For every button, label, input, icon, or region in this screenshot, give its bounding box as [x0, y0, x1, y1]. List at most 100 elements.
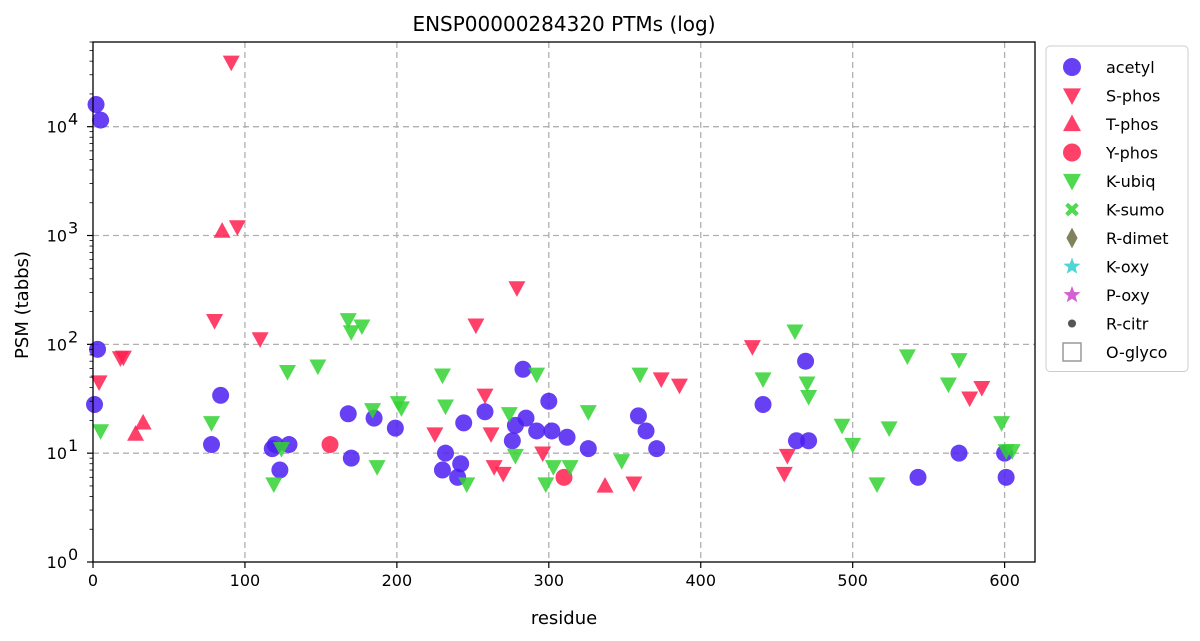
acetyl-point: [950, 444, 968, 462]
y-tick-exponent: 4: [68, 110, 78, 129]
S-phos-point: [494, 466, 512, 483]
x-tick-label: 200: [382, 571, 413, 590]
legend-marker-O-glyco: [1062, 342, 1082, 362]
T-phos-point: [596, 477, 614, 493]
K-ubiq-point: [844, 437, 862, 454]
acetyl-point: [540, 392, 558, 410]
legend-marker-K-sumo: [1065, 202, 1079, 217]
K-ubiq-point: [265, 477, 283, 494]
S-phos-point: [90, 375, 108, 392]
S-phos-point: [625, 476, 643, 493]
K-ubiq-point: [833, 418, 851, 435]
legend-marker-K-oxy: [1063, 257, 1081, 274]
acetyl-point: [514, 360, 532, 378]
acetyl-point: [579, 440, 597, 458]
y-tick-exponent: 0: [68, 545, 78, 564]
acetyl-point: [271, 461, 289, 479]
acetyl-point: [436, 444, 454, 462]
K-ubiq-point: [798, 376, 816, 393]
acetyl-point: [433, 461, 451, 479]
x-tick-label: 400: [685, 571, 716, 590]
acetyl-point: [339, 405, 357, 423]
y-axis-label: PSM (tabbs): [12, 251, 33, 359]
acetyl-point: [797, 352, 815, 370]
acetyl-point: [648, 440, 666, 458]
plot-frame: [92, 41, 1036, 563]
K-ubiq-point: [203, 416, 221, 432]
x-tick-label: 600: [989, 571, 1020, 590]
acetyl-point: [476, 403, 494, 421]
legend-label: acetyl: [1106, 58, 1155, 77]
K-ubiq-point: [278, 365, 296, 381]
T-phos-point: [213, 222, 231, 238]
T-phos-point: [127, 425, 145, 441]
acetyl-point: [92, 111, 110, 129]
series-T-phos: [127, 222, 614, 493]
x-tick-label: 100: [230, 571, 261, 590]
K-ubiq-point: [939, 377, 957, 394]
K-ubiq-point: [433, 368, 451, 385]
acetyl-point: [997, 468, 1015, 486]
Y-phos-point: [555, 468, 573, 486]
legend-marker-P-oxy: [1063, 286, 1081, 303]
legend-marker-T-phos: [1063, 114, 1081, 132]
acetyl-point: [528, 422, 546, 440]
y-tick-base: 10: [47, 118, 67, 137]
acetyl-point: [212, 386, 230, 404]
legend-marker-Y-phos: [1063, 143, 1081, 162]
x-tick-label: 500: [837, 571, 868, 590]
K-ubiq-point: [544, 460, 562, 476]
grid: [93, 42, 1035, 562]
legend-label: P-oxy: [1106, 286, 1150, 305]
legend-box: [1045, 45, 1189, 372]
acetyl-point: [342, 449, 360, 467]
y-tick-label: 10: [47, 444, 67, 463]
S-phos-point: [743, 340, 761, 356]
legend-label: K-sumo: [1106, 201, 1164, 220]
K-ubiq-point: [800, 390, 818, 406]
S-phos-point: [778, 448, 796, 465]
acetyl-point: [800, 432, 818, 450]
legend-label: S-phos: [1106, 87, 1160, 106]
x-tick-label: 300: [534, 571, 565, 590]
legend-label: T-phos: [1105, 115, 1159, 134]
S-phos-point: [426, 427, 444, 443]
acetyl-point: [455, 414, 473, 432]
K-ubiq-point: [993, 416, 1011, 432]
acetyl-point: [386, 419, 404, 437]
acetyl-point: [87, 95, 105, 113]
S-phos-point: [973, 380, 991, 397]
acetyl-point: [543, 422, 561, 440]
K-ubiq-point: [950, 353, 968, 369]
y-tick-exponent: 2: [68, 327, 78, 346]
K-ubiq-point: [561, 460, 579, 476]
y-tick-label: 10: [47, 553, 67, 572]
S-phos-point: [467, 318, 485, 335]
K-ubiq-point: [754, 372, 772, 388]
S-phos-point: [222, 55, 240, 72]
acetyl-point: [503, 432, 521, 450]
K-ubiq-point: [506, 448, 524, 465]
y-tick-base: 10: [47, 335, 67, 354]
acetyl-point: [517, 409, 535, 427]
legend-label: K-ubiq: [1106, 172, 1155, 191]
K-ubiq-point: [392, 401, 410, 417]
K-ubiq-point: [92, 424, 110, 440]
K-ubiq-point: [579, 405, 597, 421]
K-ubiq-point: [898, 349, 916, 366]
y-tick-label: 10: [47, 227, 67, 246]
data-points: [86, 55, 1021, 494]
K-ubiq-point: [631, 367, 649, 384]
K-ubiq-point: [500, 407, 518, 423]
y-tick-label: 10: [47, 335, 67, 354]
S-phos-point: [775, 466, 793, 483]
series-K-ubiq: [92, 313, 1021, 494]
S-phos-point: [482, 427, 500, 443]
acetyl-point: [365, 409, 383, 427]
legend-marker-R-dimet: [1066, 227, 1078, 249]
y-tick-exponent: 3: [68, 219, 78, 238]
legend-label: O-glyco: [1106, 343, 1167, 362]
legend-label: R-dimet: [1106, 229, 1169, 248]
